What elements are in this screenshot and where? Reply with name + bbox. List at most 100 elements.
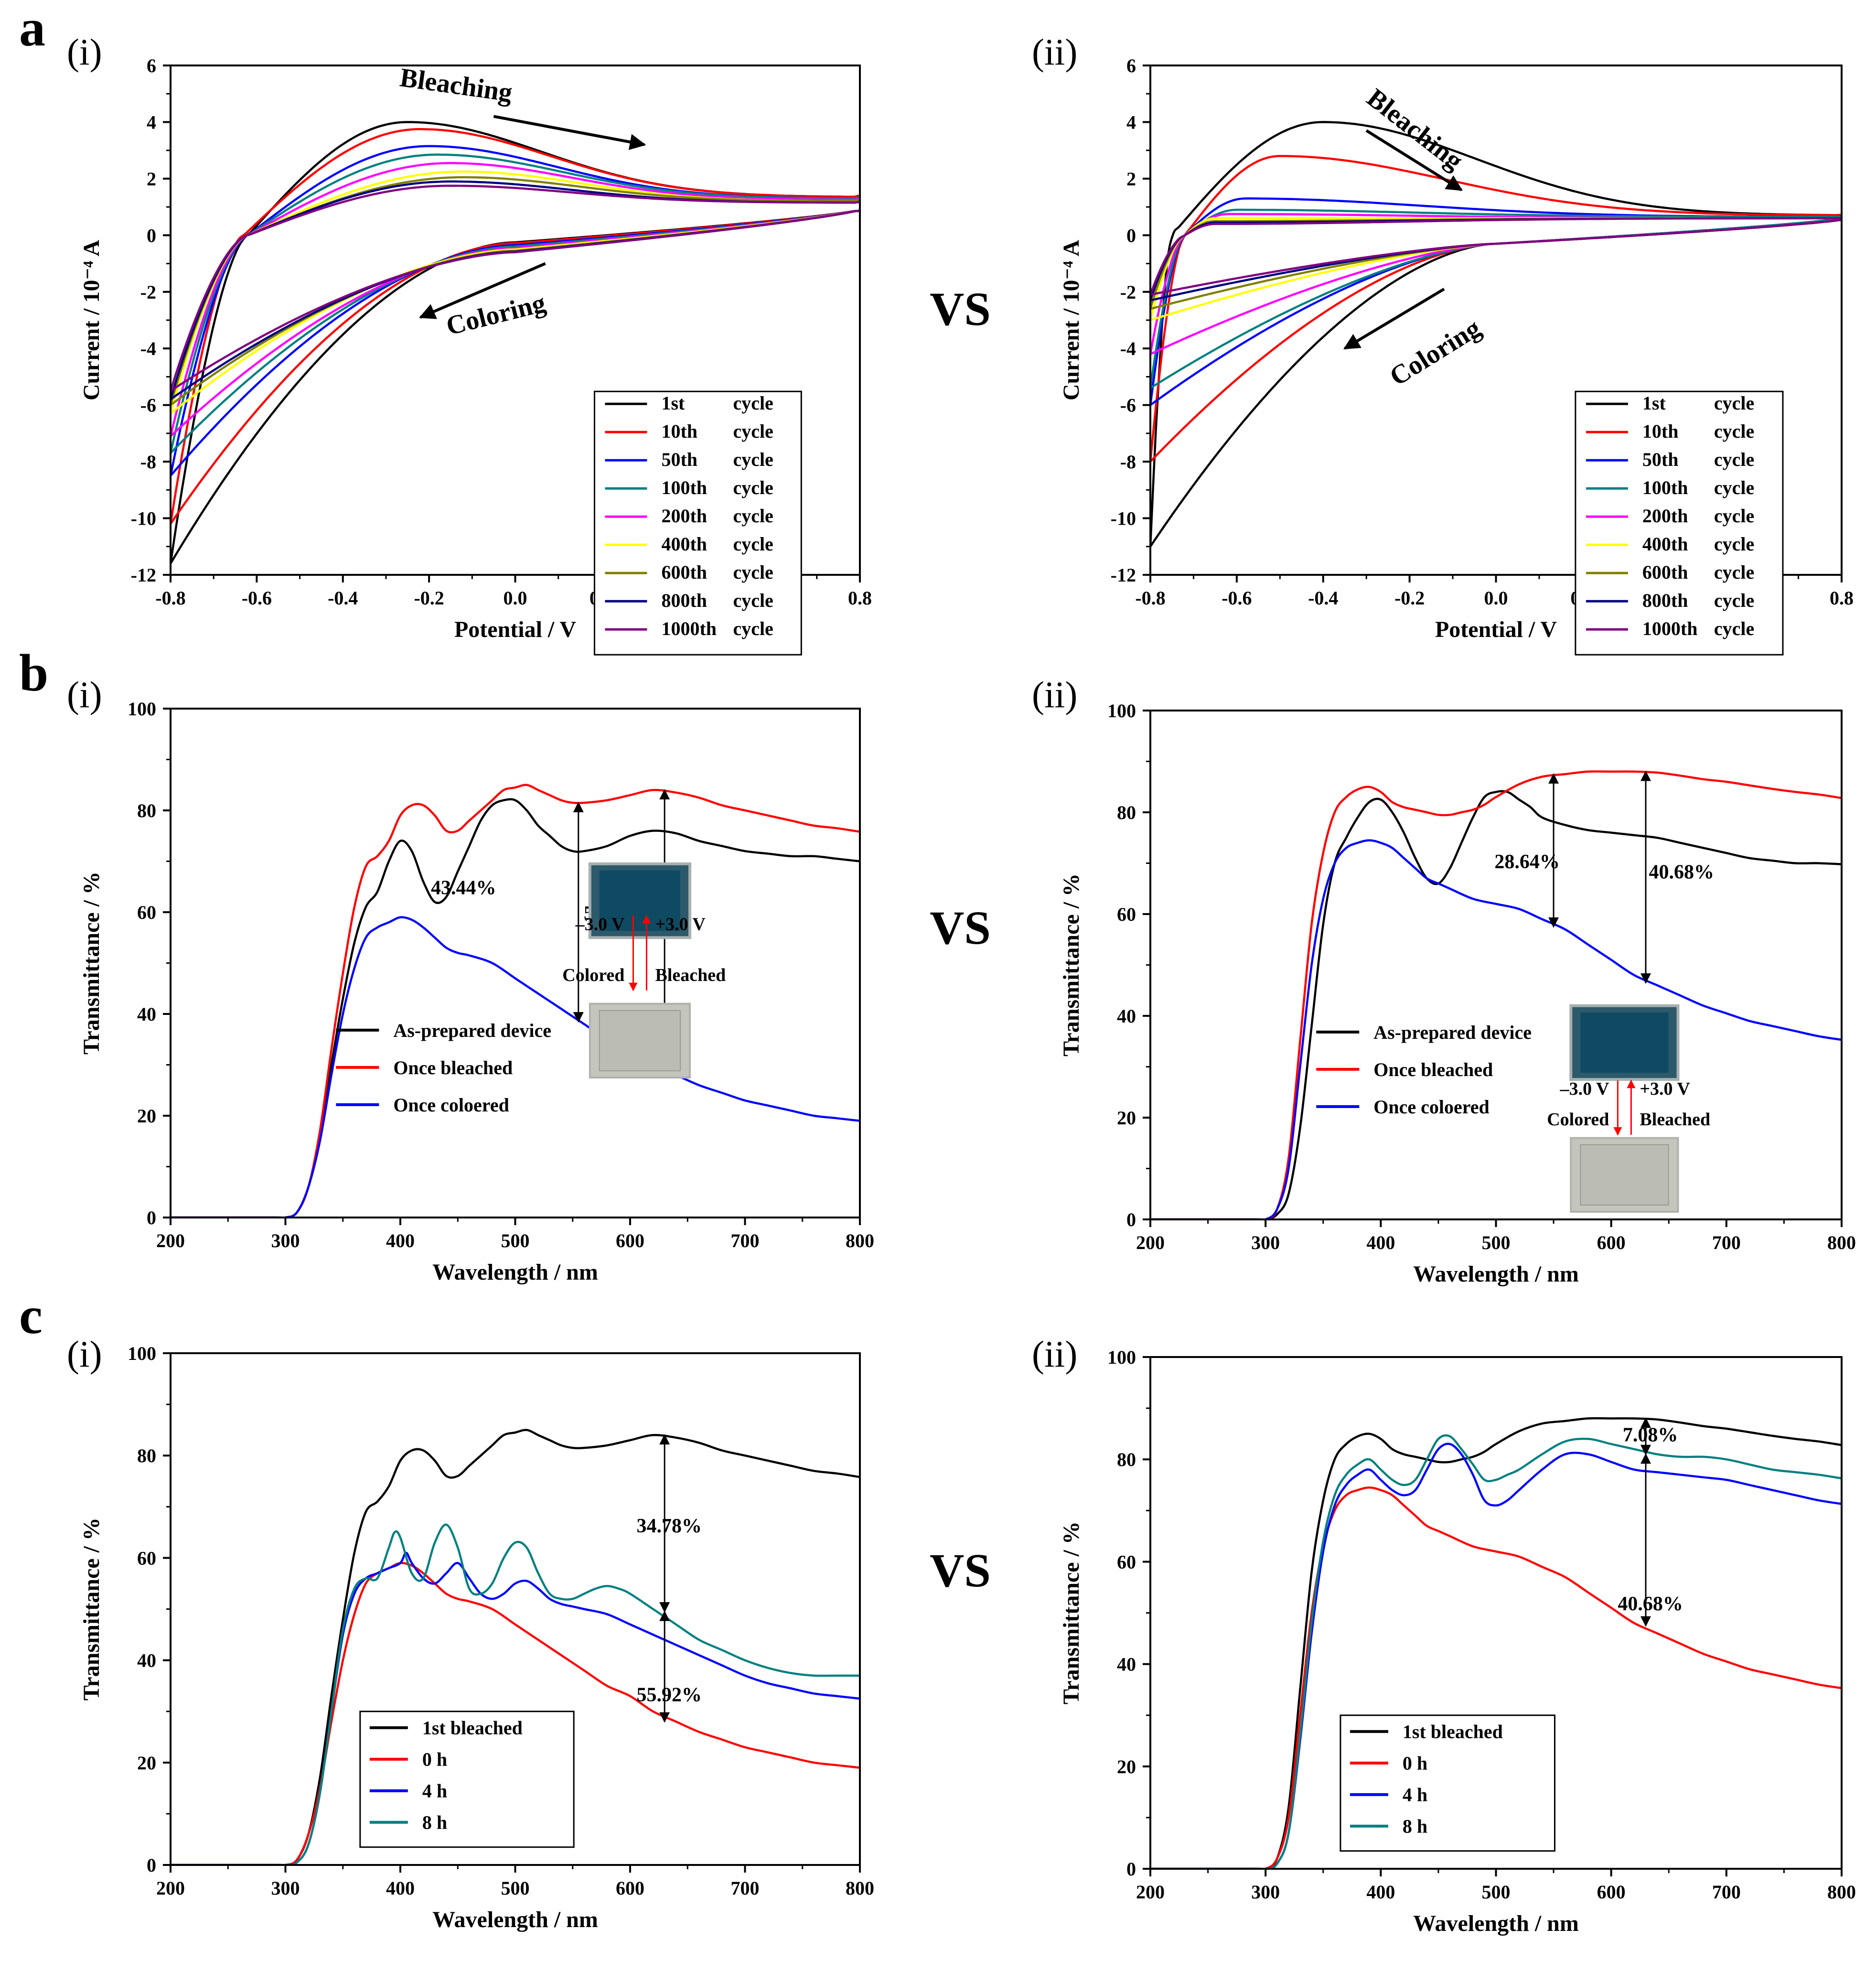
y-tick-label-b-ii-3: 60 bbox=[1117, 904, 1136, 925]
legend-cycle-a-ii-5: cycle bbox=[1714, 533, 1754, 555]
x-tick-label-a-i-1: -0.6 bbox=[242, 587, 272, 609]
x-tick-label-b-i-6: 800 bbox=[846, 1230, 874, 1251]
inset-right-bottom-b-ii: Bleached bbox=[1640, 1110, 1710, 1130]
legend-label-a-i-3: 100th bbox=[661, 477, 707, 498]
charts-layer: a(i)-0.8-0.6-0.4-0.20.00.20.40.60.8-12-1… bbox=[19, 0, 1856, 1936]
y-tick-label-b-ii-5: 100 bbox=[1107, 700, 1136, 722]
inset-colored-film-b-ii bbox=[1580, 1012, 1669, 1073]
series-line-a-i-1 bbox=[171, 128, 860, 525]
legend-cycle-a-ii-1: cycle bbox=[1714, 420, 1754, 442]
y-tick-label-c-i-2: 40 bbox=[137, 1650, 156, 1671]
x-tick-label-c-ii-0: 200 bbox=[1136, 1881, 1165, 1903]
y-tick-label-b-ii-0: 0 bbox=[1126, 1209, 1136, 1230]
y-axis-title-a-ii: Current / 10⁻⁴ A bbox=[1059, 240, 1084, 401]
legend-label-b-i-0: As-prepared device bbox=[393, 1020, 551, 1041]
series-line-c-i-3 bbox=[171, 1523, 860, 1865]
y-tick-label-c-ii-0: 0 bbox=[1126, 1858, 1136, 1880]
x-tick-label-c-i-2: 400 bbox=[386, 1877, 415, 1899]
x-tick-label-c-ii-3: 500 bbox=[1482, 1881, 1511, 1903]
legend-cycle-a-i-4: cycle bbox=[733, 505, 773, 527]
legend-label-a-ii-3: 100th bbox=[1642, 477, 1688, 498]
legend-cycle-a-i-7: cycle bbox=[733, 590, 773, 611]
series-line-b-ii-2 bbox=[1150, 839, 1842, 1219]
legend-label-a-ii-0: 1st bbox=[1642, 392, 1666, 414]
x-tick-label-c-i-0: 200 bbox=[156, 1877, 185, 1899]
legend-label-b-ii-0: As-prepared device bbox=[1373, 1022, 1532, 1043]
panel-letter-a: a bbox=[19, 0, 45, 57]
series-line-c-i-0 bbox=[171, 1429, 860, 1865]
legend-label-a-i-0: 1st bbox=[661, 392, 685, 414]
y-tick-label-b-i-0: 0 bbox=[147, 1207, 156, 1228]
series-line-a-ii-5 bbox=[1150, 217, 1842, 322]
y-tick-label-c-ii-4: 80 bbox=[1117, 1449, 1136, 1470]
y-tick-label-b-i-2: 40 bbox=[137, 1003, 156, 1025]
x-tick-label-c-i-4: 600 bbox=[616, 1877, 644, 1899]
annotation-arrow-a-ii-0 bbox=[1365, 129, 1463, 192]
legend-label-a-i-1: 10th bbox=[661, 420, 697, 442]
legend-label-a-ii-2: 50th bbox=[1642, 449, 1679, 470]
x-tick-label-a-i-8: 0.8 bbox=[848, 587, 872, 609]
vs-label-c: VS bbox=[930, 1544, 991, 1597]
annotation-text-c-i-0: 34.78% bbox=[637, 1515, 702, 1537]
legend-label-b-ii-1: Once bleached bbox=[1373, 1059, 1493, 1080]
y-tick-label-a-i-8: 4 bbox=[147, 111, 156, 133]
y-tick-label-c-i-5: 100 bbox=[128, 1343, 156, 1364]
x-tick-label-b-ii-0: 200 bbox=[1136, 1232, 1165, 1253]
y-axis-title-a-i: Current / 10⁻⁴ A bbox=[79, 240, 104, 401]
x-tick-label-b-ii-6: 800 bbox=[1827, 1232, 1856, 1253]
series-line-a-ii-1 bbox=[1150, 155, 1842, 463]
legend-cycle-a-ii-3: cycle bbox=[1714, 477, 1754, 498]
series-line-c-ii-0 bbox=[1150, 1417, 1842, 1869]
series-group-b-ii bbox=[1150, 770, 1842, 1219]
annotation-text-b-i-0: 43.44% bbox=[431, 877, 496, 899]
legend-label-c-i-0: 1st bleached bbox=[422, 1717, 523, 1739]
legend-cycle-a-i-5: cycle bbox=[733, 533, 773, 555]
y-tick-label-a-i-5: -2 bbox=[140, 281, 156, 303]
y-tick-label-a-ii-5: -2 bbox=[1120, 281, 1136, 303]
legend-label-c-i-3: 8 h bbox=[422, 1812, 447, 1833]
y-tick-label-a-ii-1: -10 bbox=[1111, 508, 1136, 529]
legend-box-c-i bbox=[359, 1711, 575, 1848]
x-axis-title-c-i: Wavelength / nm bbox=[432, 1907, 598, 1932]
x-tick-label-b-i-2: 400 bbox=[386, 1230, 415, 1251]
y-tick-label-c-i-3: 60 bbox=[137, 1547, 156, 1569]
y-tick-label-a-ii-2: -8 bbox=[1120, 451, 1136, 473]
inset-bleached-film-b-ii bbox=[1580, 1144, 1669, 1206]
annotation-text-c-i-1: 55.92% bbox=[637, 1684, 702, 1706]
legend-cycle-a-ii-8: cycle bbox=[1714, 618, 1754, 639]
x-tick-label-a-i-4: 0.0 bbox=[504, 587, 527, 609]
x-tick-label-b-i-1: 300 bbox=[271, 1230, 300, 1251]
y-tick-label-a-i-7: 2 bbox=[147, 168, 156, 190]
inset-colored-film-b-i bbox=[599, 870, 681, 931]
legend-label-a-i-6: 600th bbox=[661, 561, 707, 583]
x-tick-label-a-ii-4: 0.0 bbox=[1484, 587, 1508, 609]
y-tick-label-b-i-1: 20 bbox=[137, 1105, 156, 1127]
legend-cycle-a-ii-6: cycle bbox=[1714, 561, 1754, 583]
y-tick-label-a-i-3: -6 bbox=[140, 395, 156, 416]
legend-box-c-ii bbox=[1340, 1714, 1555, 1852]
x-tick-label-c-i-3: 500 bbox=[501, 1877, 530, 1899]
x-tick-label-c-ii-4: 600 bbox=[1597, 1881, 1626, 1903]
legend-label-a-i-7: 800th bbox=[661, 590, 707, 611]
y-tick-label-a-ii-9: 6 bbox=[1126, 55, 1136, 76]
series-group-c-ii bbox=[1150, 1417, 1842, 1869]
legend-label-a-i-8: 1000th bbox=[661, 618, 717, 639]
x-tick-label-a-ii-8: 0.8 bbox=[1830, 587, 1854, 609]
annotation-text-c-ii-1: 40.68% bbox=[1618, 1593, 1683, 1615]
sublabel-c-ii: (ii) bbox=[1032, 1333, 1077, 1375]
series-line-b-i-2 bbox=[171, 916, 860, 1218]
series-line-a-i-0 bbox=[171, 121, 860, 564]
x-tick-label-b-i-3: 500 bbox=[501, 1230, 530, 1251]
legend-cycle-a-i-0: cycle bbox=[733, 392, 773, 414]
x-tick-label-c-ii-1: 300 bbox=[1251, 1881, 1280, 1903]
legend-box-a-i bbox=[593, 390, 802, 656]
legend-cycle-a-ii-2: cycle bbox=[1714, 449, 1754, 470]
y-tick-label-a-ii-8: 4 bbox=[1126, 111, 1136, 133]
y-axis-title-b-ii: Transmittance / % bbox=[1059, 873, 1084, 1056]
x-tick-label-a-ii-0: -0.8 bbox=[1135, 587, 1165, 609]
y-axis-title-c-ii: Transmittance / % bbox=[1059, 1521, 1084, 1704]
legend-label-a-i-2: 50th bbox=[661, 449, 697, 470]
x-tick-label-b-ii-1: 300 bbox=[1251, 1232, 1280, 1253]
series-line-b-i-1 bbox=[171, 784, 860, 1218]
